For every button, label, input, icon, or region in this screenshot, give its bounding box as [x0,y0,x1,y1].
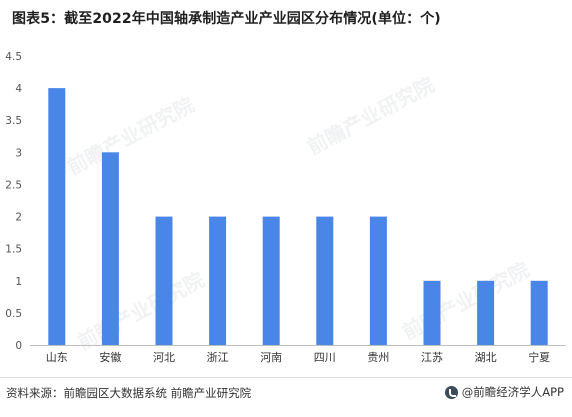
bar [101,152,119,345]
x-tick-label: 四川 [314,351,336,364]
y-tick-label: 3.5 [5,115,22,127]
bar [155,216,173,345]
y-tick-label: 0 [15,340,22,352]
footer-divider [0,377,572,378]
brand-label: @前瞻经济学人APP [444,384,564,400]
y-tick-label: 4.5 [5,51,22,63]
x-tick-label: 河南 [260,351,282,364]
y-tick-label: 2.5 [5,179,22,191]
y-tick-label: 1 [15,276,22,288]
chart-title: 图表5：截至2022年中国轴承制造产业产业园区分布情况(单位：个) [12,11,441,27]
bar [477,280,495,345]
x-tick-label: 山东 [46,351,68,364]
bar [423,280,441,345]
y-tick-label: 4 [15,83,22,95]
x-tick-label: 河北 [153,351,175,364]
bar [369,216,387,345]
bar [316,216,334,345]
bar [48,88,66,345]
bar [530,280,548,345]
source-note: 资料来源：前瞻园区大数据系统 前瞻产业研究院 [6,386,252,400]
x-tick-label: 宁夏 [528,350,550,364]
y-tick-label: 3 [15,147,22,159]
x-tick-label: 浙江 [207,351,229,364]
x-tick-label: 江苏 [421,351,443,364]
bar [262,216,280,345]
brand-logo-icon [444,385,458,399]
y-tick-label: 1.5 [5,244,22,256]
x-tick-label: 湖北 [475,351,497,364]
bar [209,216,227,345]
y-tick-label: 0.5 [5,308,22,320]
y-tick-label: 2 [15,212,22,224]
x-tick-label: 贵州 [367,351,389,364]
x-tick-label: 安徽 [99,350,121,364]
brand-text: @前瞻经济学人APP [461,385,564,399]
